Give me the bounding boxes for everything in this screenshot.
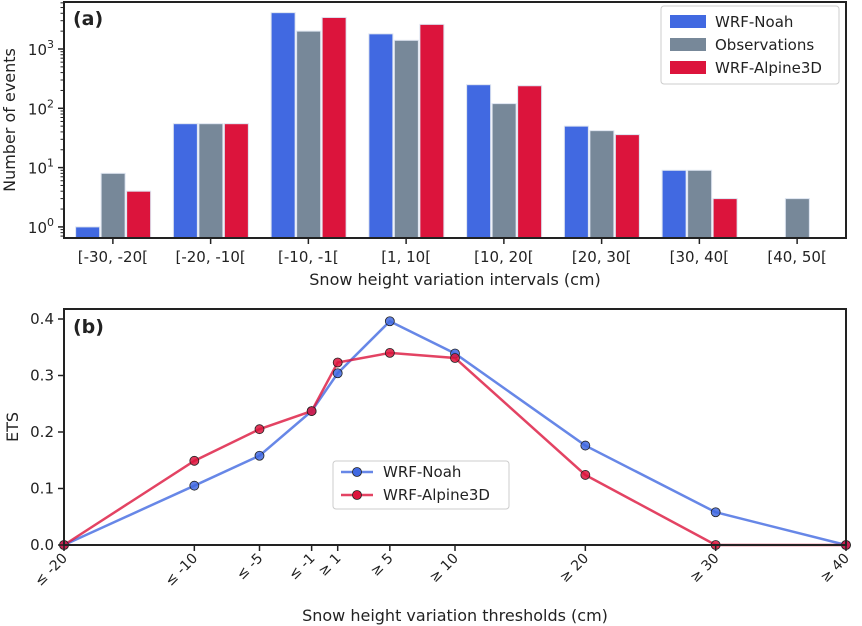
point-wrf-alpine3d <box>450 353 460 363</box>
y-tick-label: 0.3 <box>30 367 54 385</box>
x-tick-label: ≥ 40 <box>817 551 852 586</box>
x-tick-label: [-10, -1[ <box>278 248 339 266</box>
x-tick-label: ≤ -5 <box>234 551 267 584</box>
x-tick-label: [1, 10[ <box>381 248 431 266</box>
bar-wrf-alpine3d <box>712 198 738 239</box>
bar-wrf-alpine3d <box>614 134 640 239</box>
y-tick-label: 102 <box>28 97 54 118</box>
bar-wrf-alpine3d <box>517 85 543 239</box>
x-tick-label: [30, 40[ <box>670 248 729 266</box>
bar-wrf-alpine3d <box>419 23 445 239</box>
point-wrf-alpine3d <box>254 424 265 435</box>
x-tick-label: [20, 30[ <box>572 248 631 266</box>
point-wrf-noah <box>580 440 591 451</box>
bar-observations <box>393 39 419 239</box>
bar-observations <box>784 198 810 239</box>
bar-observations <box>100 172 126 239</box>
legend-label: Observations <box>715 36 814 54</box>
bar-wrf-noah <box>563 125 589 239</box>
bar-observations <box>296 30 322 239</box>
bar-observations <box>687 169 713 239</box>
legend-label: WRF-Noah <box>715 13 793 31</box>
x-tick-label: ≥ 1 <box>315 551 344 580</box>
point-wrf-noah <box>384 316 395 327</box>
y-tick-label: 103 <box>28 38 54 59</box>
x-tick-label: [40, 50[ <box>767 248 826 266</box>
point-wrf-alpine3d <box>306 406 317 416</box>
point-wrf-noah <box>254 450 265 461</box>
y-tick-label: 100 <box>28 216 54 237</box>
y-tick-label: 0.0 <box>30 536 54 554</box>
axes-frame-a <box>63 1 847 239</box>
x-tick-label: ≥ 20 <box>557 551 592 586</box>
y-tick-label: 101 <box>28 157 54 178</box>
point-wrf-alpine3d <box>332 357 343 368</box>
panel-label-b: (b) <box>73 316 104 338</box>
legend-marker <box>352 490 362 500</box>
bar-observations <box>491 103 517 239</box>
x-tick-label: [10, 20[ <box>474 248 533 266</box>
x-tick-label: ≤ -10 <box>162 551 201 590</box>
y-tick-label: 0.4 <box>30 310 54 328</box>
x-axis-label-b: Snow height variation thresholds (cm) <box>302 606 608 625</box>
bar-wrf-alpine3d <box>321 16 347 239</box>
y-axis-label-b: ETS <box>3 412 22 442</box>
point-wrf-noah <box>710 507 721 518</box>
panel-label-a: (a) <box>73 8 103 30</box>
x-tick-label: ≥ 30 <box>687 551 722 586</box>
x-tick-label: [-30, -20[ <box>78 248 148 266</box>
bar-observations <box>589 130 615 239</box>
x-tick-label: [-20, -10[ <box>176 248 246 266</box>
legend-b <box>332 460 510 510</box>
bar-wrf-noah <box>172 123 198 239</box>
point-wrf-alpine3d <box>189 455 200 466</box>
x-tick-label: ≤ -1 <box>286 551 319 584</box>
y-tick-label: 0.2 <box>30 423 54 441</box>
line-wrf-alpine3d <box>63 351 846 547</box>
bar-observations <box>198 123 224 239</box>
bar-wrf-alpine3d <box>126 190 152 239</box>
point-wrf-alpine3d <box>384 347 395 358</box>
point-wrf-noah <box>332 368 343 379</box>
bar-wrf-alpine3d <box>223 123 249 239</box>
legend-swatch <box>670 61 706 74</box>
x-tick-label: ≤ -20 <box>32 551 71 590</box>
legend-swatch <box>670 38 706 51</box>
y-axis-label-a: Number of events <box>0 48 19 192</box>
bar-wrf-noah <box>270 12 296 239</box>
point-wrf-noah <box>189 480 200 491</box>
x-tick-label: ≥ 5 <box>368 551 397 580</box>
axes-frame-b <box>63 308 847 546</box>
line-wrf-noah <box>63 319 847 547</box>
bar-wrf-noah <box>75 226 101 239</box>
y-tick-label: 0.1 <box>30 480 54 498</box>
legend-label: WRF-Noah <box>383 463 461 481</box>
bar-wrf-noah <box>466 84 492 239</box>
legend-swatch <box>670 15 706 28</box>
bar-wrf-noah <box>368 33 394 239</box>
x-axis-label-a: Snow height variation intervals (cm) <box>309 270 600 289</box>
legend-label: WRF-Alpine3D <box>715 59 822 77</box>
point-wrf-alpine3d <box>580 470 591 480</box>
x-tick-label: ≥ 10 <box>426 551 461 586</box>
legend-label: WRF-Alpine3D <box>383 486 490 504</box>
legend-marker <box>352 467 362 477</box>
bar-wrf-noah <box>661 169 687 239</box>
